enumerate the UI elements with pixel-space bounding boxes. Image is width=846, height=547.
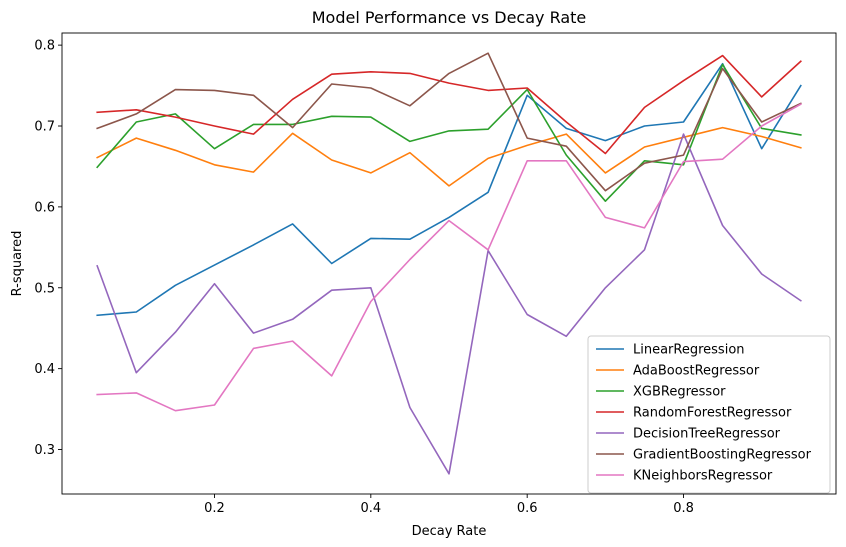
series-line-6 bbox=[96, 103, 802, 412]
series-line-0 bbox=[96, 62, 802, 317]
series-line-4 bbox=[96, 133, 802, 475]
y-tick-label: 0.6 bbox=[34, 200, 55, 215]
legend-box bbox=[587, 335, 831, 494]
series-layer bbox=[96, 52, 802, 475]
x-tick-label: 0.4 bbox=[360, 501, 381, 516]
series-line-5 bbox=[96, 52, 802, 192]
legend-label-6: KNeighborsRegressor bbox=[633, 469, 773, 484]
y-tick-label: 0.4 bbox=[34, 362, 55, 377]
legend-label-2: XGBRegressor bbox=[633, 385, 726, 400]
y-tick-label: 0.5 bbox=[34, 281, 55, 296]
y-tick-label: 0.8 bbox=[34, 39, 55, 54]
axes-frame bbox=[61, 32, 837, 495]
legend-label-0: LinearRegression bbox=[633, 343, 745, 358]
y-axis: 0.3 0.4 0.5 0.6 0.7 0.8 bbox=[34, 39, 62, 458]
x-tick-label: 0.8 bbox=[673, 501, 694, 516]
y-axis-title: R-squared bbox=[10, 231, 25, 297]
y-tick-label: 0.7 bbox=[34, 120, 55, 135]
x-axis: 0.2 0.4 0.6 0.8 bbox=[204, 494, 694, 516]
legend-label-4: DecisionTreeRegressor bbox=[633, 427, 781, 442]
x-tick-label: 0.2 bbox=[204, 501, 225, 516]
series-line-2 bbox=[96, 63, 802, 202]
y-tick-label: 0.3 bbox=[34, 443, 55, 458]
chart-title: Model Performance vs Decay Rate bbox=[312, 8, 587, 27]
x-axis-title: Decay Rate bbox=[412, 524, 487, 539]
series-line-1 bbox=[96, 126, 802, 187]
x-tick-label: 0.6 bbox=[517, 501, 538, 516]
legend-label-3: RandomForestRegressor bbox=[633, 406, 792, 421]
plot-area bbox=[61, 32, 837, 495]
series-line-3 bbox=[96, 54, 802, 155]
legend-label-5: GradientBoostingRegressor bbox=[633, 448, 812, 463]
legend: LinearRegression AdaBoostRegressor XGBRegr… bbox=[587, 335, 831, 494]
legend-label-1: AdaBoostRegressor bbox=[633, 364, 760, 379]
